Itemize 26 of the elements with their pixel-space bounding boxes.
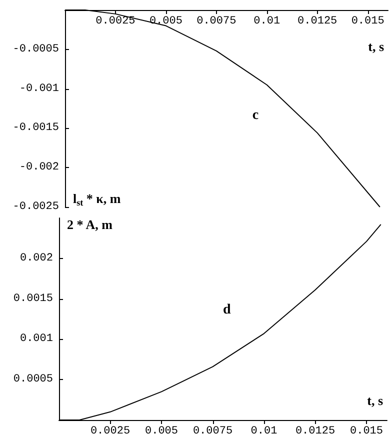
y-axis-title: 2 * A, m xyxy=(67,217,113,232)
y-tick-label: -0.002 xyxy=(19,162,59,174)
annotation: c xyxy=(252,108,259,123)
x-tick-label: 0.01 xyxy=(254,16,280,28)
x-tick-label: 0.005 xyxy=(149,16,182,28)
x-tick-label: 0.0025 xyxy=(96,16,136,28)
x-tick-label: 0.0125 xyxy=(295,426,336,438)
x-tick-label: 0.0075 xyxy=(192,426,233,438)
y-tick-label: 0.001 xyxy=(20,333,54,346)
y-tick-label: 0.0015 xyxy=(13,292,53,305)
x-tick-label: 0.0075 xyxy=(196,16,236,28)
annotation: d xyxy=(223,302,231,318)
x-tick-label: 0.005 xyxy=(144,426,178,438)
x-tick-label: 0.015 xyxy=(351,16,384,28)
x-tick-label: 0.0025 xyxy=(90,426,130,438)
y-tick-label: 0.002 xyxy=(20,252,53,264)
x-tick-label: 0.0125 xyxy=(298,16,338,28)
x-tick-label: 0.01 xyxy=(250,426,278,438)
x-axis-title: t, s xyxy=(367,393,383,408)
x-axis-title: t, s xyxy=(368,39,384,54)
y-tick-label: -0.0025 xyxy=(12,201,59,213)
y-tick-label: -0.0005 xyxy=(12,43,59,56)
y-tick-label: -0.0015 xyxy=(12,122,59,134)
x-tick-label: 0.015 xyxy=(350,426,384,438)
y-tick-label: 0.0005 xyxy=(13,374,53,386)
y-tick-label: -0.001 xyxy=(19,82,60,95)
